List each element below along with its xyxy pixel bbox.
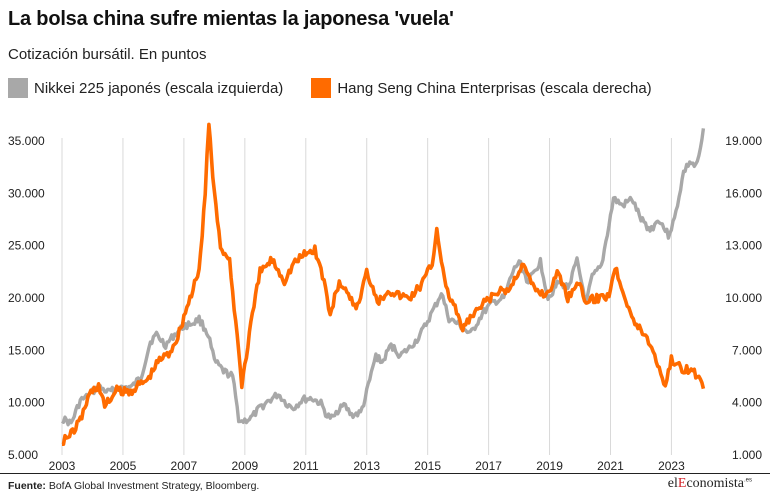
y-left-tick-label: 10.000 (8, 396, 45, 410)
y-right-tick-label: 1.000 (732, 448, 762, 462)
chart-title: La bolsa china sufre mientas la japonesa… (8, 8, 454, 30)
x-tick-label: 2017 (475, 459, 502, 470)
brand-suffix: conomista (686, 476, 744, 491)
y-right-tick-label: 7.000 (732, 343, 762, 357)
series-line-hscei (61, 122, 706, 446)
brand-tld: .es (743, 477, 752, 484)
legend-item-hscei: Hang Seng China Enterprisas (escala dere… (311, 78, 652, 98)
y-left-tick-label: 20.000 (8, 291, 45, 305)
x-tick-label: 2023 (658, 459, 685, 470)
series-line-nikkei (60, 128, 706, 427)
x-tick-label: 2003 (49, 459, 76, 470)
brand-logo: elEconomista.es (668, 476, 752, 492)
x-tick-label: 2013 (353, 459, 380, 470)
y-left-tick-label: 30.000 (8, 186, 45, 200)
y-left-tick-label: 15.000 (8, 343, 45, 357)
y-left-tick-label: 5.000 (8, 448, 38, 462)
y-right-tick-label: 4.000 (732, 396, 762, 410)
legend-item-nikkei: Nikkei 225 japonés (escala izquierda) (8, 78, 283, 98)
y-left-tick-label: 25.000 (8, 239, 45, 253)
brand-accent: E (677, 476, 687, 491)
footer-divider (0, 473, 770, 474)
x-tick-label: 2005 (110, 459, 137, 470)
legend-swatch-nikkei (8, 78, 28, 98)
x-tick-label: 2011 (293, 459, 319, 470)
chart-legend: Nikkei 225 japonés (escala izquierda) Ha… (8, 78, 680, 98)
x-tick-label: 2019 (536, 459, 563, 470)
y-right-tick-label: 19.000 (725, 134, 762, 148)
legend-swatch-hscei (311, 78, 332, 98)
y-right-tick-label: 10.000 (725, 291, 762, 305)
source-label: Fuente: (8, 480, 46, 492)
source-text: BofA Global Investment Strategy, Bloombe… (45, 480, 260, 492)
x-tick-label: 2021 (597, 459, 624, 470)
brand-prefix: el (667, 476, 678, 491)
y-right-tick-label: 13.000 (725, 239, 762, 253)
chart-subtitle: Cotización bursátil. En puntos (8, 46, 207, 63)
x-tick-label: 2015 (414, 459, 441, 470)
line-chart: 2003 2005 2007 2009 2011 2013 2015 2017 2019 2021… (8, 122, 762, 470)
x-tick-label: 2007 (171, 459, 198, 470)
x-tick-label: 2009 (231, 459, 258, 470)
source-note: Fuente: BofA Global Investment Strategy,… (8, 480, 259, 492)
y-left-tick-label: 35.000 (8, 134, 45, 148)
y-right-tick-label: 16.000 (725, 186, 762, 200)
legend-label-nikkei: Nikkei 225 japonés (escala izquierda) (34, 79, 284, 97)
legend-label-hscei: Hang Seng China Enterprisas (escala dere… (337, 79, 652, 97)
